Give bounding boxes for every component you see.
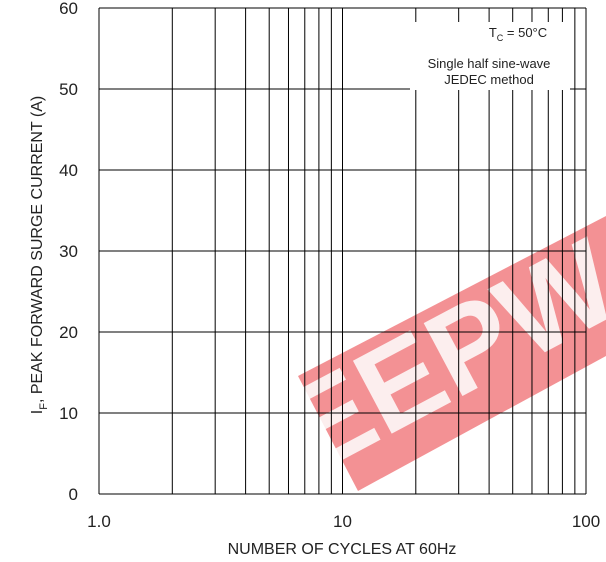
annotation-tc: TC = 50°C [489,25,547,43]
y-axis-label-rest: , PEAK FORWARD SURGE CURRENT (A) [29,96,46,403]
annotation-tc-rest: = 50°C [503,25,547,40]
y-axis-label-sub: F [38,403,50,410]
x-tick-label: 100 [572,512,600,531]
x-tick-labels: 1.0 10 100 [87,512,600,531]
y-tick-label: 50 [59,80,78,99]
annotation-line2: Single half sine-wave [428,56,551,71]
y-tick-label: 40 [59,161,78,180]
x-axis-label: NUMBER OF CYCLES AT 60Hz [228,541,457,558]
x-tick-label: 1.0 [87,512,111,531]
y-tick-label: 10 [59,404,78,423]
watermark-band [298,216,606,491]
y-axis-label: IF, PEAK FORWARD SURGE CURRENT (A) [29,96,50,414]
annotation-box: TC = 50°C Single half sine-wave JEDEC me… [410,22,570,90]
y-tick-label: 30 [59,242,78,261]
y-tick-label: 20 [59,323,78,342]
watermark: EEPW [263,213,606,498]
annotation-line3: JEDEC method [444,72,534,87]
annotation-background [410,22,570,90]
watermark-text: EEPW [263,213,606,498]
y-axis-label-main: I [29,410,46,414]
y-tick-label: 60 [59,0,78,18]
y-tick-label: 0 [69,485,78,504]
annotation-tc-main: T [489,25,497,40]
horizontal-gridlines [99,7,586,495]
x-tick-label: 10 [333,512,352,531]
annotation-tc-sub: C [497,33,504,43]
y-tick-labels: 0 10 20 30 40 50 60 [59,0,78,504]
